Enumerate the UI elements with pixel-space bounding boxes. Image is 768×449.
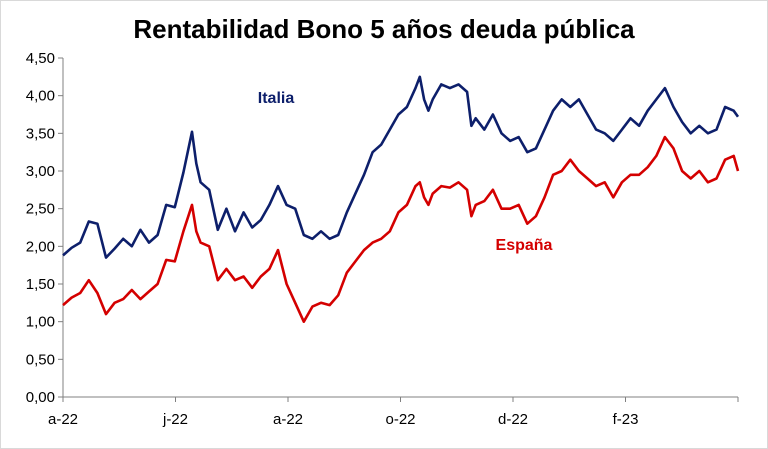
y-tick-label: 0,00	[26, 389, 55, 406]
x-tick-label: a-22	[273, 411, 303, 428]
chart-title: Rentabilidad Bono 5 años deuda pública	[133, 14, 635, 44]
y-tick-label: 4,50	[26, 50, 55, 67]
series-line-italia	[62, 75, 740, 259]
y-tick-label: 2,00	[26, 238, 55, 255]
y-tick-label: 1,50	[26, 276, 55, 293]
x-tick-label: a-22	[48, 411, 78, 428]
y-tick-label: 3,00	[26, 163, 55, 180]
y-tick-label: 0,50	[26, 351, 55, 368]
y-tick-label: 2,50	[26, 201, 55, 218]
x-tick-label: f-23	[613, 411, 639, 428]
x-tick-label: o-22	[385, 411, 415, 428]
series-label-espana: España	[496, 237, 553, 254]
x-tick-label: d-22	[498, 411, 528, 428]
x-axis: a-22 j-22 a-22 o-22 d-22 f-23	[48, 396, 739, 428]
series-layer	[62, 75, 740, 323]
y-axis: 0,00 0,50 1,00 1,50 2,00 2,50 3,00 3,50 4,00 4,50	[26, 50, 64, 406]
y-tick-label: 4,00	[26, 88, 55, 105]
series-line-espana	[62, 135, 740, 323]
series-label-italia: Italia	[258, 90, 295, 107]
y-tick-label: 1,00	[26, 314, 55, 331]
x-tick-label: j-22	[162, 411, 188, 428]
series-labels: Italia España	[258, 90, 553, 254]
y-tick-label: 3,50	[26, 125, 55, 142]
